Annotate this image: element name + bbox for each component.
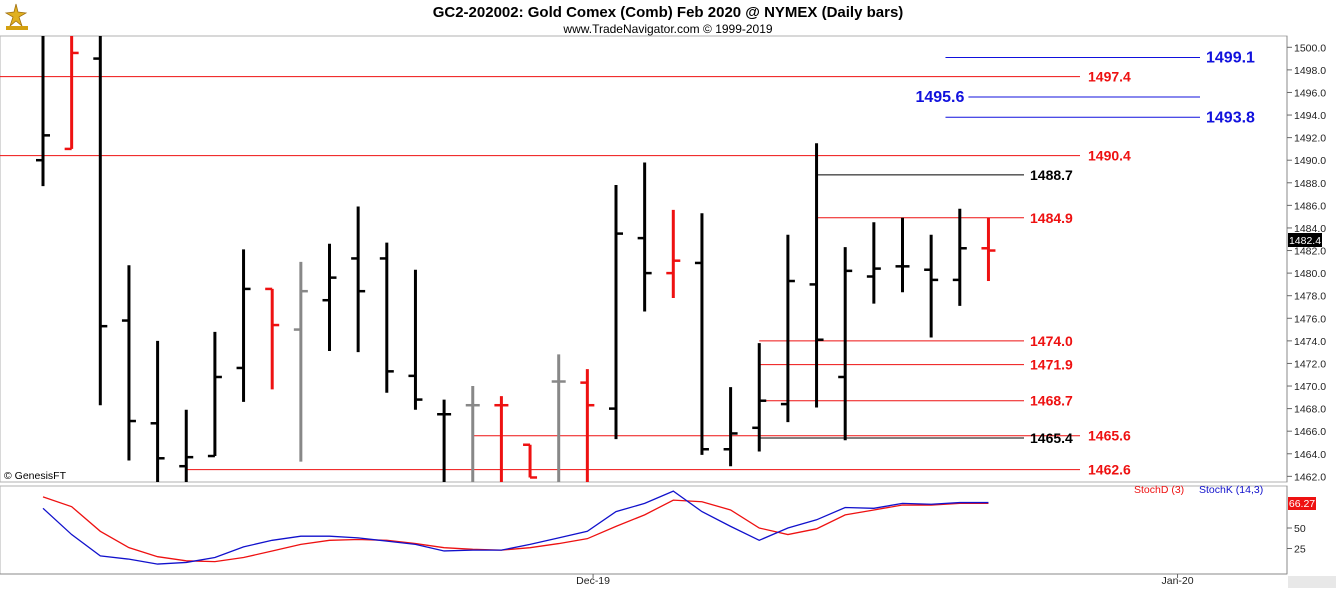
logo-icon [4, 3, 28, 30]
chart-title: GC2-202002: Gold Comex (Comb) Feb 2020 @… [433, 4, 904, 21]
price-tick-label: 1486.0 [1294, 200, 1326, 212]
level-label: 1493.8 [1206, 109, 1255, 126]
stoch-d-line [42, 496, 989, 563]
price-tick-label: 1468.0 [1294, 404, 1326, 416]
price-tick-label: 1462.0 [1294, 471, 1326, 483]
stoch-d-legend: StochD (3) [1134, 484, 1184, 496]
scrollbar-track[interactable] [1288, 576, 1336, 588]
level-label: 1462.6 [1088, 462, 1131, 478]
level-label: 1499.1 [1206, 49, 1255, 66]
price-tick-label: 1476.0 [1294, 313, 1326, 325]
chart-subtitle: www.TradeNavigator.com © 1999-2019 [562, 22, 772, 36]
price-tick-label: 1498.0 [1294, 65, 1326, 77]
level-label: 1474.0 [1030, 333, 1073, 349]
stoch-tick-label: 50 [1294, 523, 1306, 535]
price-tick-label: 1464.0 [1294, 449, 1326, 461]
price-tick-label: 1494.0 [1294, 110, 1326, 122]
price-tick-label: 1500.0 [1294, 42, 1326, 54]
level-label: 1471.9 [1030, 357, 1073, 373]
level-label: 1465.6 [1088, 428, 1131, 444]
price-tick-label: 1496.0 [1294, 87, 1326, 99]
level-label: 1484.9 [1030, 210, 1073, 226]
last-price-label: 1482.4 [1289, 235, 1321, 247]
price-tick-label: 1470.0 [1294, 381, 1326, 393]
price-tick-label: 1474.0 [1294, 336, 1326, 348]
time-label: Jan-20 [1161, 575, 1193, 587]
price-tick-label: 1478.0 [1294, 291, 1326, 303]
stoch-tick-label: 25 [1294, 544, 1306, 556]
stoch-k-line [42, 490, 989, 565]
price-tick-label: 1482.0 [1294, 246, 1326, 258]
price-tick-label: 1484.0 [1294, 223, 1326, 235]
last-price-tag: 1482.4 [1288, 233, 1322, 247]
level-label: 1488.7 [1030, 167, 1073, 183]
watermark: © GenesisFT [4, 470, 67, 482]
level-label: 1490.4 [1088, 148, 1131, 164]
level-label: 1468.7 [1030, 393, 1073, 409]
level-label: 1497.4 [1088, 69, 1131, 85]
time-label: Dec-19 [576, 575, 610, 587]
price-tick-label: 1490.0 [1294, 155, 1326, 167]
stoch-last-label: 66.27 [1289, 498, 1315, 510]
price-tick-label: 1480.0 [1294, 268, 1326, 280]
stoch-last-tag: 66.27 [1288, 497, 1316, 510]
level-label: 1465.4 [1030, 430, 1073, 446]
price-tick-label: 1466.0 [1294, 426, 1326, 438]
level-label: 1495.6 [915, 89, 964, 106]
price-tick-label: 1492.0 [1294, 133, 1326, 145]
stoch-k-legend: StochK (14,3) [1199, 484, 1263, 496]
price-tick-label: 1488.0 [1294, 178, 1326, 190]
price-tick-label: 1472.0 [1294, 358, 1326, 370]
